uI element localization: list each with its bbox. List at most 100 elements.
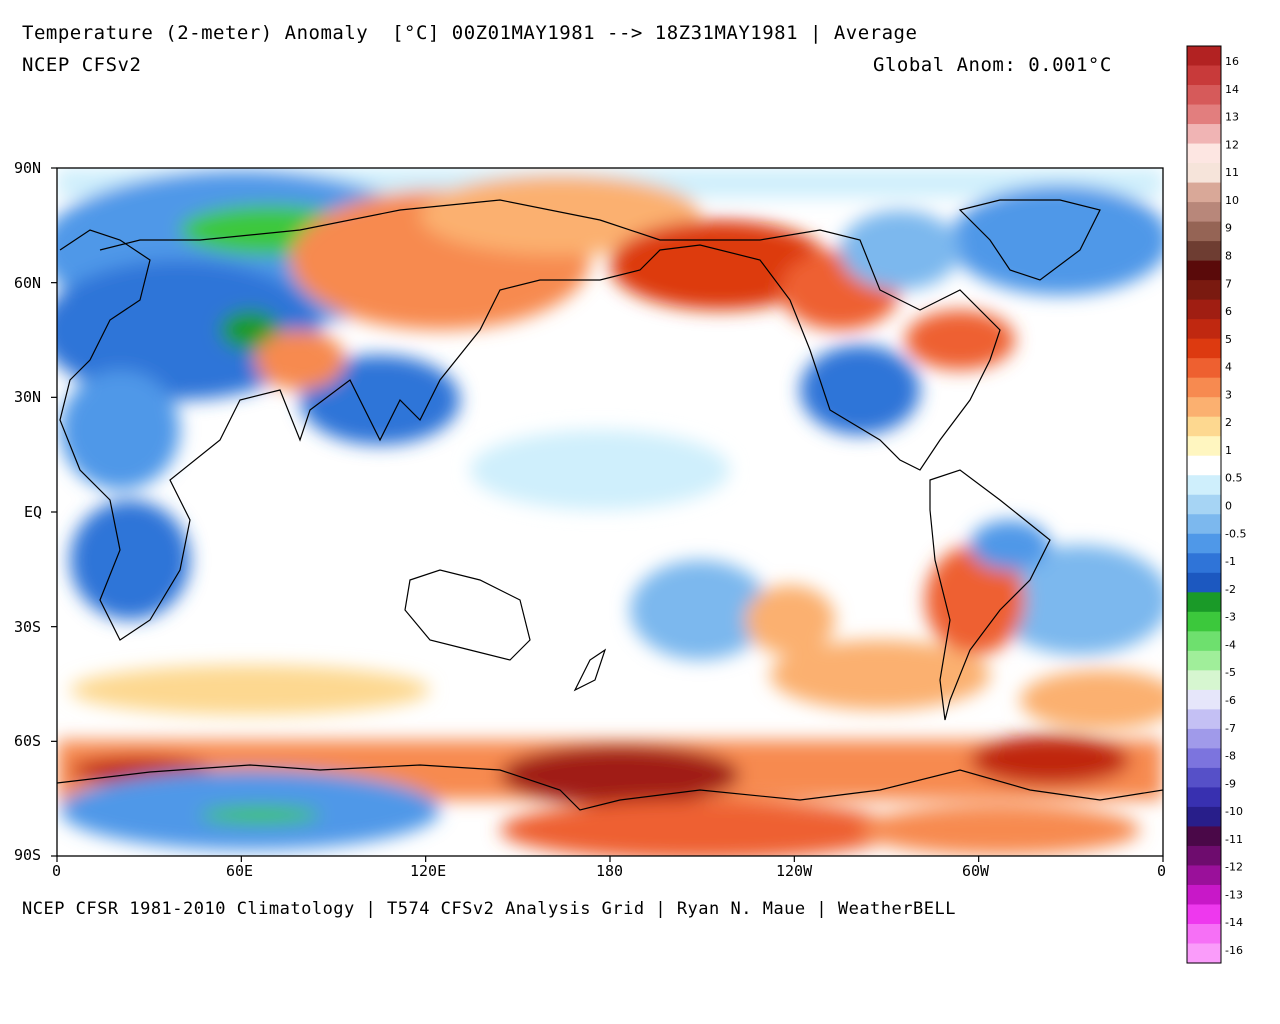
legend-label: 13: [1225, 111, 1239, 124]
legend-swatch: [1187, 104, 1221, 125]
legend-swatch: [1187, 163, 1221, 184]
legend-swatch: [1187, 553, 1221, 574]
legend-swatch: [1187, 767, 1221, 789]
legend-swatch: [1187, 475, 1221, 496]
legend-swatch: [1187, 377, 1221, 398]
legend-label: -8: [1225, 750, 1236, 763]
lat-label: 60N: [14, 274, 42, 292]
legend-label: -11: [1225, 833, 1243, 846]
global-anomaly-value: Global Anom: 0.001°C: [873, 54, 1112, 76]
lon-label: 120E: [410, 862, 447, 880]
legend-frame: [1186, 45, 1222, 964]
legend-label: -3: [1225, 611, 1236, 624]
legend-swatch: [1187, 85, 1221, 106]
model-name: NCEP CFSv2: [22, 54, 142, 76]
lat-label: 30S: [14, 618, 42, 636]
legend-swatch: [1187, 611, 1221, 632]
legend-label: -10: [1225, 805, 1243, 818]
legend-swatch: [1187, 923, 1221, 945]
legend-label: -7: [1225, 722, 1236, 735]
legend-label: 3: [1225, 388, 1232, 401]
legend-label: 9: [1225, 222, 1232, 235]
lon-label: 180: [596, 862, 624, 880]
legend-swatch: [1187, 338, 1221, 359]
legend-label: -12: [1225, 861, 1243, 874]
legend-swatch: [1187, 143, 1221, 164]
legend-swatch: [1187, 260, 1221, 281]
legend-swatch: [1187, 943, 1221, 964]
lon-label: 60E: [226, 862, 254, 880]
legend-label: 12: [1225, 138, 1239, 151]
legend-swatch: [1187, 455, 1221, 476]
legend-swatch: [1187, 533, 1221, 554]
footer-credits: NCEP CFSR 1981-2010 Climatology | T574 C…: [22, 899, 956, 919]
legend-label: 1: [1225, 444, 1232, 457]
lon-label: 0: [1157, 862, 1167, 880]
legend-label: -5: [1225, 666, 1236, 679]
legend-swatch: [1187, 494, 1221, 515]
legend-label: -4: [1225, 638, 1236, 651]
legend-label: -1: [1225, 555, 1236, 568]
legend-label: -16: [1225, 944, 1243, 957]
legend-swatch: [1187, 748, 1221, 769]
legend-swatch: [1187, 865, 1221, 886]
legend-label: -9: [1225, 777, 1236, 790]
legend-swatch: [1187, 436, 1221, 457]
legend-label: 14: [1225, 83, 1239, 96]
legend-swatch: [1187, 514, 1221, 535]
legend-swatch: [1187, 299, 1221, 320]
legend-label: -6: [1225, 694, 1236, 707]
legend-label: 8: [1225, 249, 1232, 262]
legend-swatch: [1187, 241, 1221, 262]
lon-label: 60W: [962, 862, 990, 880]
legend-swatch: [1187, 592, 1221, 613]
legend-swatch: [1187, 202, 1221, 223]
legend-swatch: [1187, 787, 1221, 808]
legend-label: 7: [1225, 277, 1232, 290]
legend-swatch: [1187, 689, 1221, 710]
legend-swatch: [1187, 65, 1221, 86]
legend-label: 11: [1225, 166, 1239, 179]
legend-label: 0.5: [1225, 472, 1243, 485]
legend-swatch: [1187, 806, 1221, 828]
legend-label: 4: [1225, 361, 1232, 374]
lat-label: 60S: [14, 732, 42, 750]
legend-swatch: [1187, 709, 1221, 730]
legend-label: -13: [1225, 888, 1243, 901]
legend-label: 10: [1225, 194, 1239, 207]
legend-swatch: [1187, 670, 1221, 691]
legend-label: 0: [1225, 500, 1232, 513]
legend-label: 5: [1225, 333, 1232, 346]
legend-label: -2: [1225, 583, 1236, 596]
legend-swatch: [1187, 845, 1221, 867]
legend-swatch: [1187, 650, 1221, 671]
legend-label: 16: [1225, 55, 1239, 68]
legend-label: 6: [1225, 305, 1232, 318]
legend-swatch: [1187, 631, 1221, 652]
lat-label: 90S: [14, 846, 42, 864]
coastlines: [57, 199, 1163, 811]
legend-swatch: [1187, 884, 1221, 906]
anomaly-field: [57, 168, 1163, 856]
legend-label: -0.5: [1225, 527, 1246, 540]
legend-label: -14: [1225, 916, 1243, 929]
legend-swatch: [1187, 319, 1221, 340]
map-title: Temperature (2-meter) Anomaly [°C] 00Z01…: [22, 22, 918, 44]
legend-swatch: [1187, 221, 1221, 242]
lat-label: 30N: [14, 388, 42, 406]
legend-swatch: [1187, 124, 1221, 145]
legend-swatch: [1187, 280, 1221, 301]
legend-swatch: [1187, 358, 1221, 379]
legend-swatch: [1187, 397, 1221, 418]
legend-swatch: [1187, 46, 1221, 67]
lon-label: 0: [52, 862, 62, 880]
lat-label: EQ: [24, 503, 43, 521]
legend-swatch: [1187, 826, 1221, 847]
lat-label: 90N: [14, 159, 42, 177]
legend-label: 2: [1225, 416, 1232, 429]
legend-swatch: [1187, 572, 1221, 593]
legend-swatch: [1187, 728, 1221, 749]
legend-swatch: [1187, 416, 1221, 437]
